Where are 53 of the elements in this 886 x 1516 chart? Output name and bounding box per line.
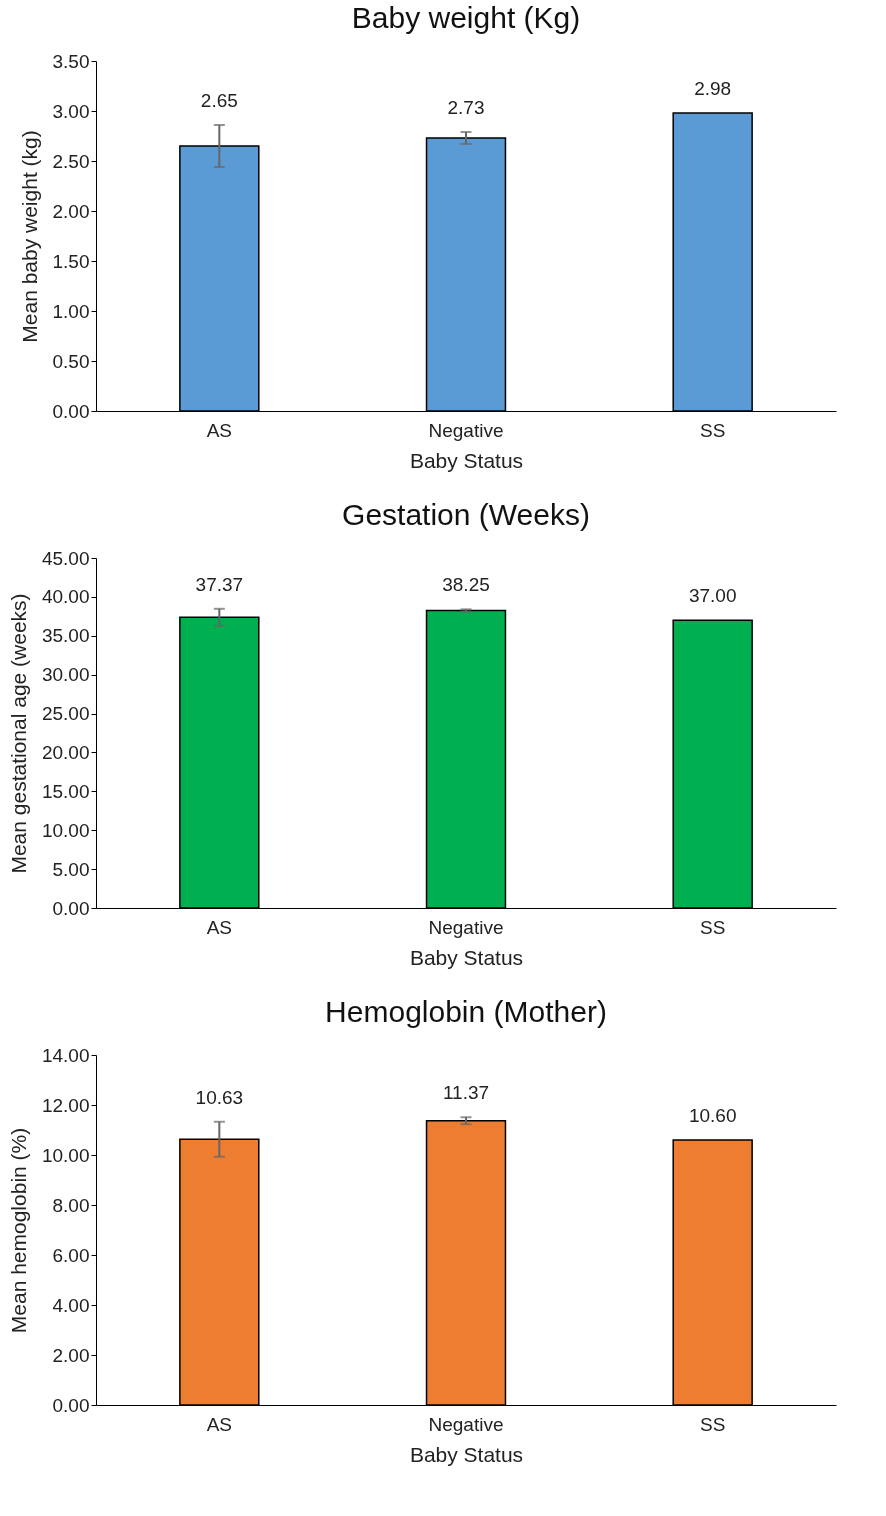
data-label: 10.60 (688, 1105, 737, 1126)
y-tick-label: 0.00 (52, 400, 90, 422)
data-label: 37.37 (195, 573, 244, 595)
data-label: 37.00 (688, 585, 737, 607)
y-tick-label: 35.00 (41, 625, 90, 647)
x-axis-title: Baby Status (409, 945, 524, 969)
x-tick-label: Negative (428, 916, 504, 938)
y-tick-label: 25.00 (41, 703, 90, 725)
x-tick-label: SS (699, 419, 726, 441)
y-axis-title: Mean baby weight (kg) (17, 130, 41, 343)
y-tick-label: 2.00 (52, 1344, 90, 1366)
y-tick-label: 0.00 (52, 1394, 90, 1416)
y-axis-title: Mean gestational age (weeks) (6, 593, 30, 874)
y-tick-label: 45.00 (41, 547, 90, 569)
x-tick-label: SS (699, 916, 726, 938)
y-tick-label: 10.00 (41, 819, 90, 841)
x-tick-label: AS (206, 419, 233, 441)
x-tick-label: Negative (428, 419, 504, 441)
y-tick-label: 10.00 (41, 1144, 90, 1166)
y-tick-label: 8.00 (52, 1194, 90, 1216)
y-tick-label: 12.00 (41, 1094, 90, 1116)
data-label: 10.63 (195, 1086, 244, 1108)
y-axis-title: Mean hemoglobin (%) (6, 1127, 30, 1334)
y-tick-label: 14.00 (41, 1044, 90, 1066)
data-label: 2.73 (447, 97, 485, 118)
y-tick-label: 2.00 (52, 200, 90, 222)
y-tick-label: 1.00 (52, 300, 90, 322)
y-tick-label: 6.00 (52, 1244, 90, 1266)
y-tick-label: 3.00 (52, 100, 90, 122)
y-tick-label: 15.00 (41, 780, 90, 802)
x-axis-title: Baby Status (409, 448, 524, 472)
x-tick-label: AS (206, 916, 233, 938)
y-tick-label: 20.00 (41, 741, 90, 763)
y-tick-label: 5.00 (52, 858, 90, 880)
y-tick-label: 2.50 (52, 150, 90, 172)
x-axis-title: Baby Status (409, 1442, 524, 1466)
y-tick-label: 1.50 (52, 250, 90, 272)
x-tick-label: AS (206, 1413, 233, 1435)
x-tick-label: SS (699, 1413, 726, 1435)
x-tick-label: Negative (428, 1413, 504, 1435)
chart-title: Gestation (Weeks) (342, 498, 590, 531)
data-label: 11.37 (442, 1082, 490, 1104)
y-tick-label: 40.00 (41, 586, 90, 608)
data-label: 2.98 (694, 78, 732, 99)
y-tick-label: 0.00 (52, 897, 90, 919)
chart-title: Baby weight (Kg) (351, 1, 581, 34)
chart-title: Hemoglobin (Mother) (325, 995, 607, 1028)
y-tick-label: 3.50 (52, 50, 90, 72)
data-label: 2.65 (200, 90, 238, 111)
data-label: 38.25 (442, 574, 490, 596)
y-tick-label: 4.00 (52, 1294, 90, 1316)
y-tick-label: 30.00 (41, 664, 90, 686)
y-tick-label: 0.50 (52, 350, 90, 372)
